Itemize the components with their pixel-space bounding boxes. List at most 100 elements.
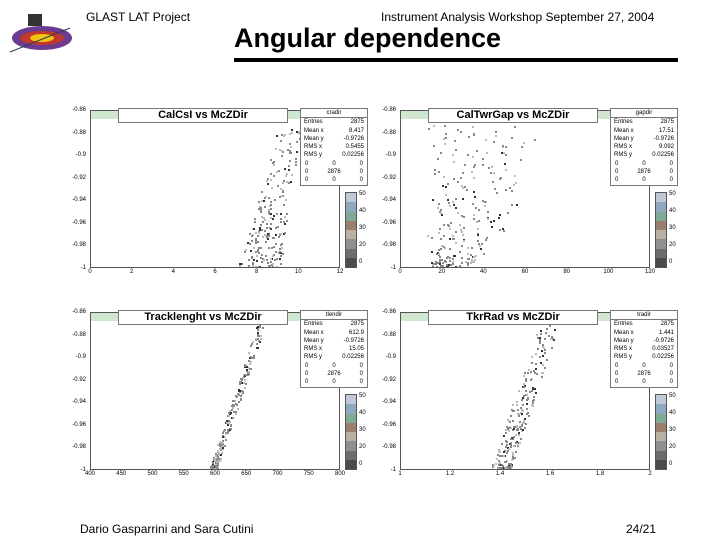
histogram-bin [476,234,479,237]
color-scale [345,394,357,470]
histogram-bin [504,429,507,432]
x-tick-label: 10 [294,269,302,275]
histogram-bin [472,165,475,168]
slide-title: Angular dependence [234,23,502,53]
histogram-bin [295,161,298,164]
stats-row: RMS y 0.02256 [614,354,674,361]
histogram-bin [267,232,270,235]
histogram-bin [484,239,487,242]
histogram-bin [522,385,525,388]
histogram-bin [473,260,476,263]
histogram-bin [443,235,446,238]
histogram-bin [244,379,247,382]
histogram-bin [215,452,218,455]
histogram-bin [264,234,267,237]
histogram-bin [276,212,279,215]
histogram-bin [514,450,517,453]
histogram-bin [502,455,505,458]
histogram-bin [513,456,516,459]
histogram-bin [276,257,279,260]
histogram-bin [285,199,288,202]
x-tick-label: 8 [254,269,259,275]
histogram-bin [551,338,554,341]
histogram-bin [290,151,293,154]
histogram-bin [233,405,236,408]
histogram-bin [513,436,516,439]
histogram-bin [442,262,445,265]
histogram-bin [482,158,485,161]
histogram-bin [260,200,263,203]
histogram-bin [272,217,275,220]
histogram-bin [222,432,225,435]
histogram-bin [512,455,515,458]
histogram-bin [255,238,258,241]
histogram-bin [283,222,286,225]
histogram-bin [472,176,475,179]
histogram-bin [498,217,501,220]
histogram-bin [250,355,253,358]
histogram-bin [250,255,253,258]
histogram-bin [451,153,454,156]
histogram-bin [468,258,471,260]
histogram-bin [454,255,457,258]
color-scale-label: 40 [669,410,676,416]
histogram-bin [526,407,529,410]
histogram-bin [219,453,222,456]
histogram-bin [440,213,443,216]
histogram-bin [235,411,238,414]
stats-row: RMS y 0.02256 [614,152,674,159]
histogram-bin [224,429,227,432]
histogram-bin [264,206,267,209]
histogram-bin [509,446,512,449]
histogram-bin [259,207,262,210]
histogram-bin [210,465,213,468]
histogram-bin [219,447,222,450]
x-tick-label: 60 [521,269,529,275]
histogram-bin [270,201,273,203]
x-tick-label: 100 [603,269,614,275]
histogram-bin [250,257,253,260]
histogram-bin [261,221,264,224]
histogram-bin [225,422,228,425]
histogram-bin [289,132,291,135]
histogram-bin [432,263,435,266]
histogram-bin [280,188,283,191]
histogram-bin [506,211,509,214]
histogram-bin [282,220,285,223]
x-tick-label: 400 [84,471,96,477]
histogram-bin [444,142,447,145]
histogram-bin [531,404,534,407]
histogram-bin [248,232,251,235]
histogram-bin [512,451,514,454]
histogram-bin [522,429,525,432]
histogram-bin [519,421,522,424]
histogram-bin [530,390,533,393]
color-scale-label: 40 [359,410,366,416]
x-tick-label: 0 [398,269,402,275]
histogram-bin [245,374,248,377]
page-number: 24/21 [626,522,657,536]
histogram-bin [444,259,447,262]
histogram-bin [227,414,230,417]
histogram-bin [543,367,546,370]
histogram-bin [493,188,496,191]
histogram-bin [455,231,458,234]
histogram-bin [501,455,503,458]
histogram-bin [440,265,443,267]
histogram-bin [500,176,503,179]
histogram-bin [277,170,280,173]
histogram-bin [448,256,451,259]
histogram-bin [516,440,519,443]
x-tick-label: 80 [563,269,570,275]
histogram-bin [238,380,241,383]
y-tick-label: -0.86 [72,107,86,113]
histogram-bin [217,459,220,462]
histogram-bin [466,247,469,250]
histogram-bin [472,190,475,193]
histogram-bin [509,468,512,469]
histogram-bin [259,211,262,214]
histogram-bin [541,354,544,357]
histogram-bin [461,230,464,233]
histogram-bin [452,260,455,263]
histogram-bin [540,329,543,332]
